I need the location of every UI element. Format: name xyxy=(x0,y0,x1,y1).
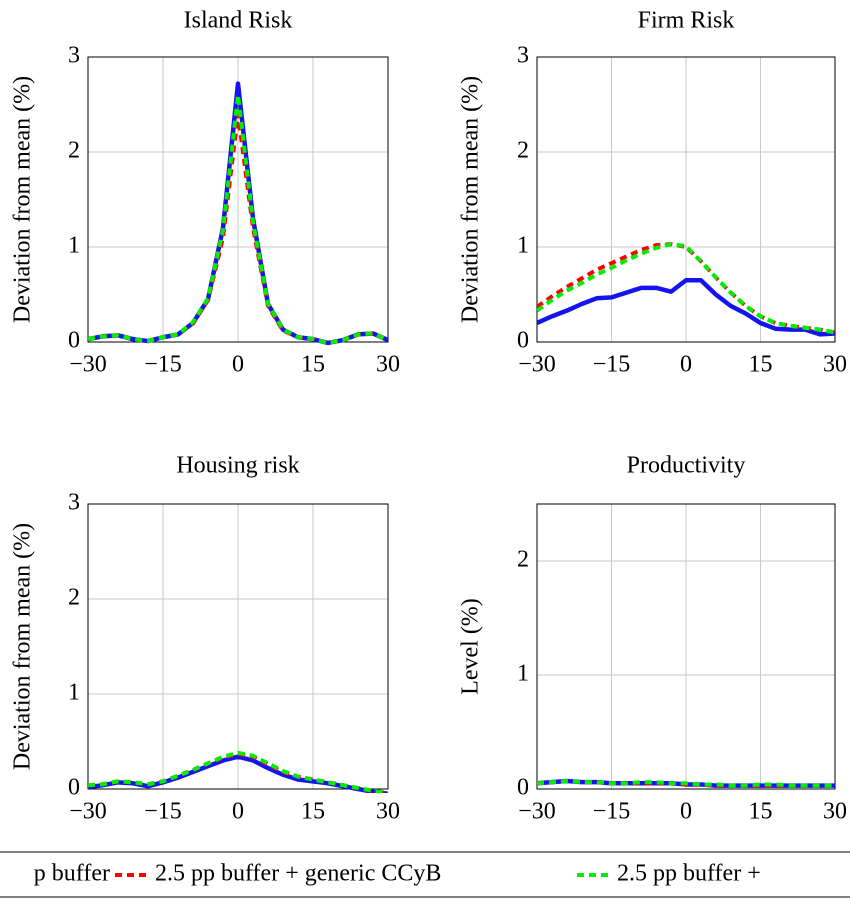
x-tick-label: −30 xyxy=(69,352,107,378)
plot-frame xyxy=(536,56,836,343)
x-tick-label: −30 xyxy=(518,352,556,378)
y-tick-label: 2 xyxy=(517,547,529,573)
x-tick-label: −15 xyxy=(593,352,631,378)
series-line xyxy=(537,779,835,788)
x-tick-label: 15 xyxy=(749,352,773,378)
y-axis-label: Deviation from mean (%) xyxy=(10,523,36,770)
legend-label: 2.5 pp buffer + generic CCyB xyxy=(155,861,441,887)
x-tick-label: 0 xyxy=(680,799,692,825)
y-tick-label: 3 xyxy=(517,43,529,69)
series-line xyxy=(88,93,388,345)
y-tick-label: 3 xyxy=(68,490,80,516)
y-axis-label: Level (%) xyxy=(458,598,484,695)
y-tick-label: 1 xyxy=(68,233,80,259)
y-tick-label: 1 xyxy=(517,233,529,259)
x-tick-label: 30 xyxy=(376,799,400,825)
y-tick-label: 0 xyxy=(68,775,80,801)
y-axis-label: Deviation from mean (%) xyxy=(10,76,36,323)
x-tick-label: 15 xyxy=(301,352,325,378)
y-tick-label: 2 xyxy=(517,138,529,164)
plot-frame xyxy=(536,503,836,790)
x-tick-label: 0 xyxy=(680,352,692,378)
plot-frame xyxy=(87,503,389,790)
legend-label: p buffer xyxy=(34,861,110,887)
y-tick-label: 2 xyxy=(68,585,80,611)
x-tick-label: 15 xyxy=(301,799,325,825)
series-line xyxy=(88,750,388,793)
y-tick-label: 2 xyxy=(68,138,80,164)
x-tick-label: −15 xyxy=(593,799,631,825)
x-tick-label: −15 xyxy=(144,352,182,378)
chart-title: Island Risk xyxy=(184,8,293,34)
x-tick-label: 30 xyxy=(823,799,847,825)
x-tick-label: 0 xyxy=(232,799,244,825)
series-line xyxy=(537,242,835,335)
x-tick-label: −30 xyxy=(69,799,107,825)
y-tick-label: 0 xyxy=(517,775,529,801)
x-tick-label: 30 xyxy=(823,352,847,378)
y-tick-label: 3 xyxy=(68,43,80,69)
chart-title: Housing risk xyxy=(176,453,299,479)
y-tick-label: 1 xyxy=(68,680,80,706)
x-tick-label: −15 xyxy=(144,799,182,825)
chart-title: Firm Risk xyxy=(638,8,735,34)
chart-title: Productivity xyxy=(627,453,746,479)
x-tick-label: 30 xyxy=(376,352,400,378)
x-tick-label: 0 xyxy=(232,352,244,378)
plot-frame xyxy=(87,56,389,343)
y-axis-label: Deviation from mean (%) xyxy=(458,76,484,323)
legend-label: 2.5 pp buffer + xyxy=(617,861,761,887)
x-tick-label: −30 xyxy=(518,799,556,825)
x-tick-label: 15 xyxy=(749,799,773,825)
y-tick-label: 1 xyxy=(517,661,529,687)
series-line xyxy=(537,278,835,337)
y-tick-label: 0 xyxy=(68,328,80,354)
y-tick-label: 0 xyxy=(517,328,529,354)
